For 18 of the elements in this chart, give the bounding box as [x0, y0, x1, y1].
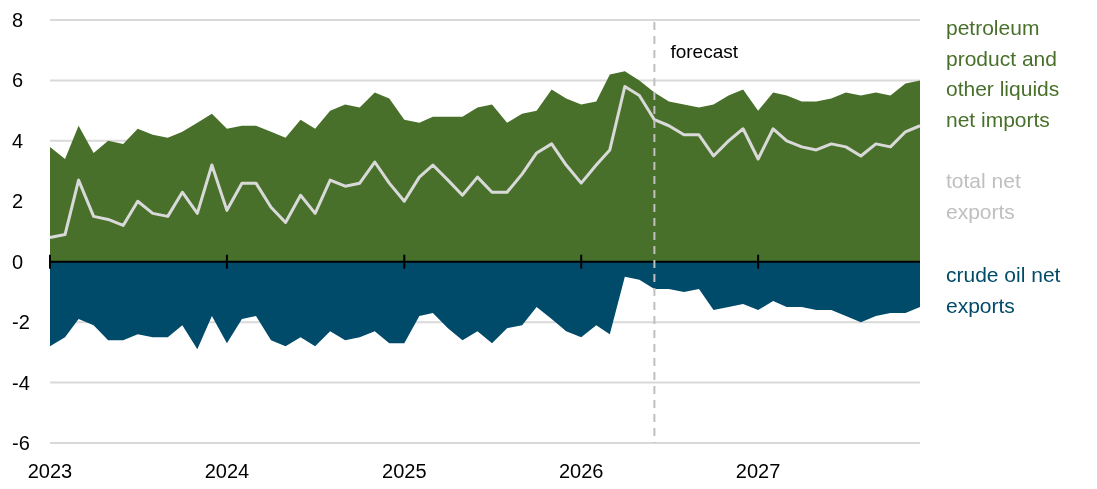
series-label: crude oil net exports	[946, 263, 1061, 317]
ref-line-label: forecast	[670, 41, 739, 62]
y-tick-label: 8	[12, 9, 24, 31]
x-tick-label: 2023	[27, 460, 73, 482]
x-tick-label: 2027	[735, 460, 781, 482]
y-tick-label: 0	[12, 250, 24, 273]
y-tick-label: 4	[12, 129, 24, 152]
line-series	[48, 84, 922, 240]
y-tick-label: 6	[12, 69, 24, 92]
y-tick-label: -6	[12, 432, 30, 454]
text: total net exports	[946, 169, 1021, 223]
y-tick-label: -2	[12, 311, 30, 334]
y-tick-label: 2	[12, 190, 24, 213]
series-label: petroleum product and other liquids net imports	[946, 16, 1060, 131]
y-tick-label: -4	[12, 371, 30, 394]
x-tick-label: 2024	[204, 460, 250, 482]
x-tick-label: 2026	[558, 460, 604, 482]
x-tick-label: 2025	[382, 460, 427, 482]
